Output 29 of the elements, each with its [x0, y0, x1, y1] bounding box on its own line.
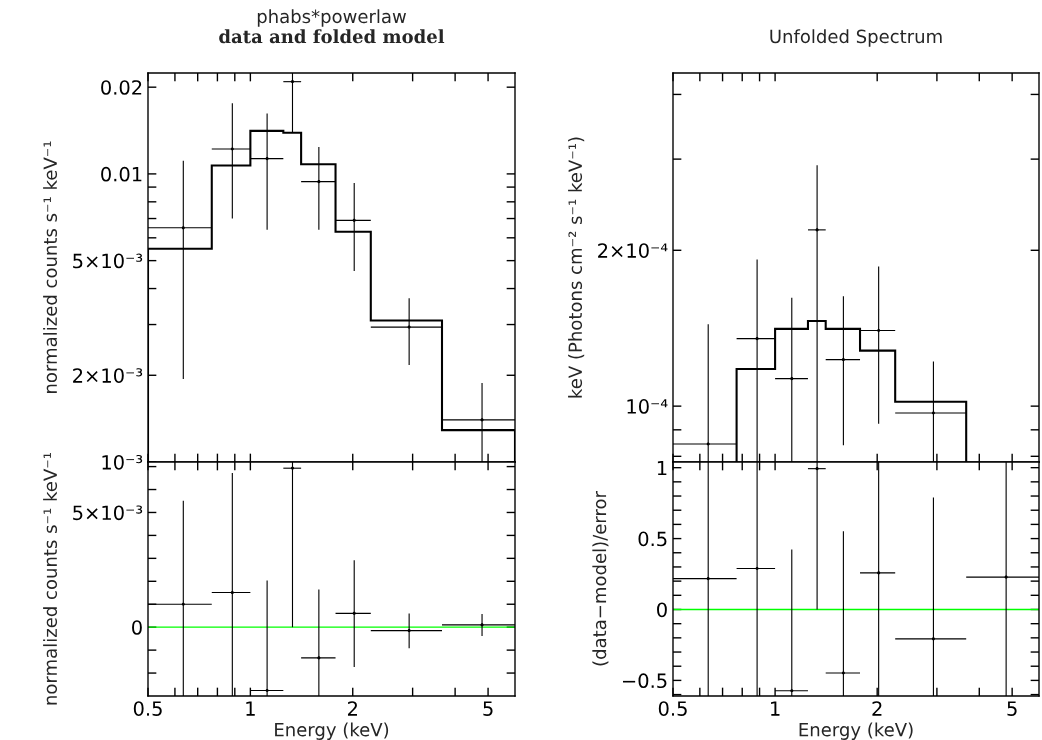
x-tick-label: 2: [872, 701, 882, 716]
y-tick-label: 0: [132, 620, 142, 635]
x-tick-label: 2: [347, 701, 357, 716]
x-tick-label: 1: [246, 701, 255, 716]
y-tick-label: 0: [657, 602, 667, 618]
x-axis-title: Energy (keV): [275, 722, 389, 740]
x-axis-title: Energy (keV): [799, 722, 913, 740]
y-tick-label: 0.5: [638, 531, 667, 547]
x-tick-label: 5: [483, 701, 493, 716]
y-tick-label: 2×10⁻³: [73, 368, 143, 383]
y-axis-title: keV (Photons cm⁻² s⁻¹ keV⁻¹): [568, 137, 585, 398]
chart-subtitle: data and folded model: [219, 29, 445, 44]
x-tick-label: 1: [771, 701, 780, 716]
chart-title: phabs*powerlaw: [257, 9, 406, 27]
chart-title: Unfolded Spectrum: [770, 29, 942, 47]
y-tick-label: 0.02: [101, 80, 142, 95]
y-tick-label: 10⁻⁴: [627, 399, 668, 414]
y-tick-label: 1: [657, 460, 667, 476]
x-tick-label: 5: [1007, 701, 1017, 716]
y-tick-label: 5×10⁻³: [73, 505, 143, 521]
y-axis-title: normalized counts s⁻¹ keV⁻¹: [43, 452, 58, 705]
y-tick-label: 2×10⁻⁴: [598, 243, 668, 258]
y-axis-title: (data−model)/error: [592, 491, 609, 666]
x-tick-label: 0.5: [133, 701, 162, 716]
y-tick-label: 0.01: [101, 166, 142, 182]
y-tick-label: −0.5: [622, 673, 667, 689]
y-tick-label: 5×10⁻³: [73, 253, 143, 269]
y-tick-label: 10⁻³: [102, 454, 143, 470]
y-axis-title: normalized counts s⁻¹ keV⁻¹: [43, 141, 58, 393]
